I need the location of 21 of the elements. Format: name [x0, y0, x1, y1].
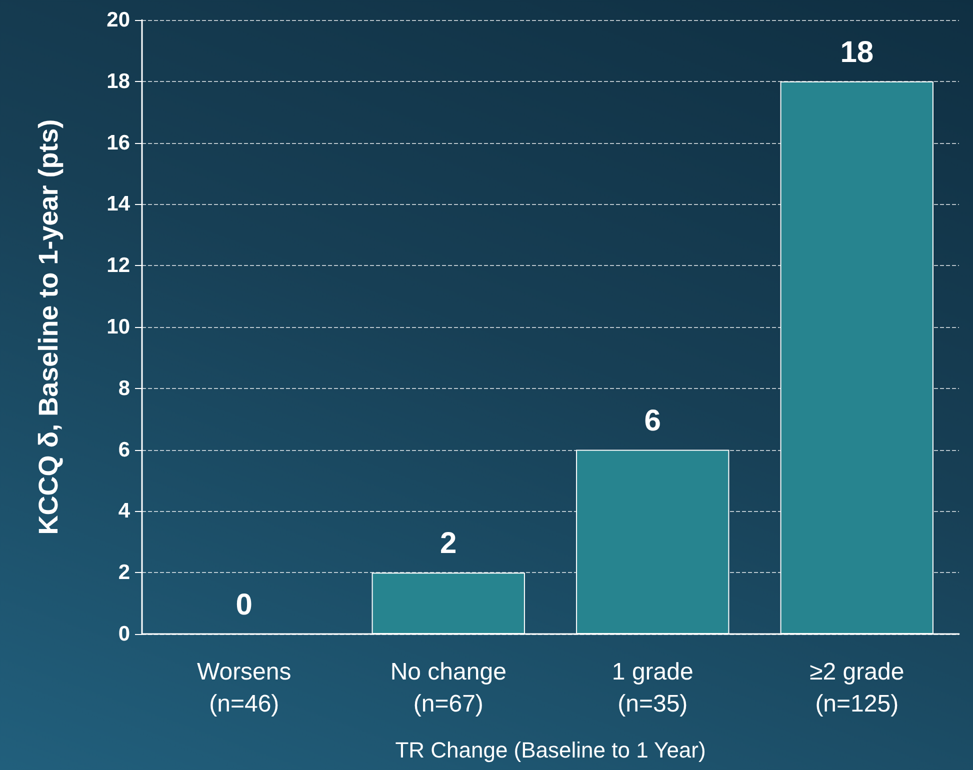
data-label: 0	[236, 588, 252, 622]
y-tick-label: 8	[118, 376, 130, 400]
y-tick-label: 4	[118, 500, 130, 523]
x-axis-title: TR Change (Baseline to 1 Year)	[395, 738, 706, 762]
x-tick-label: Worsens (n=46)	[196, 658, 292, 718]
data-label: 6	[644, 404, 661, 438]
x-tick-label: ≥2 grade (n=125)	[810, 658, 904, 718]
y-tick-label: 0	[118, 622, 130, 646]
y-tick-label: 14	[106, 192, 130, 216]
y-tick-label: 16	[106, 131, 130, 154]
x-tick-label: 1 grade (n=35)	[612, 658, 694, 718]
x-tick-label: No change (n=67)	[390, 658, 506, 718]
y-tick-label: 12	[106, 254, 130, 278]
y-tick-label: 10	[106, 316, 130, 338]
y-tick-label: 2	[118, 561, 130, 584]
data-label: 2	[440, 527, 457, 560]
y-tick-label: 20	[106, 8, 130, 32]
y-tick-label: 6	[118, 438, 130, 462]
data-label: 18	[840, 36, 874, 69]
y-axis-title: KCCQ δ, Baseline to 1-year (pts)	[34, 119, 64, 535]
y-tick-label: 18	[106, 70, 130, 93]
